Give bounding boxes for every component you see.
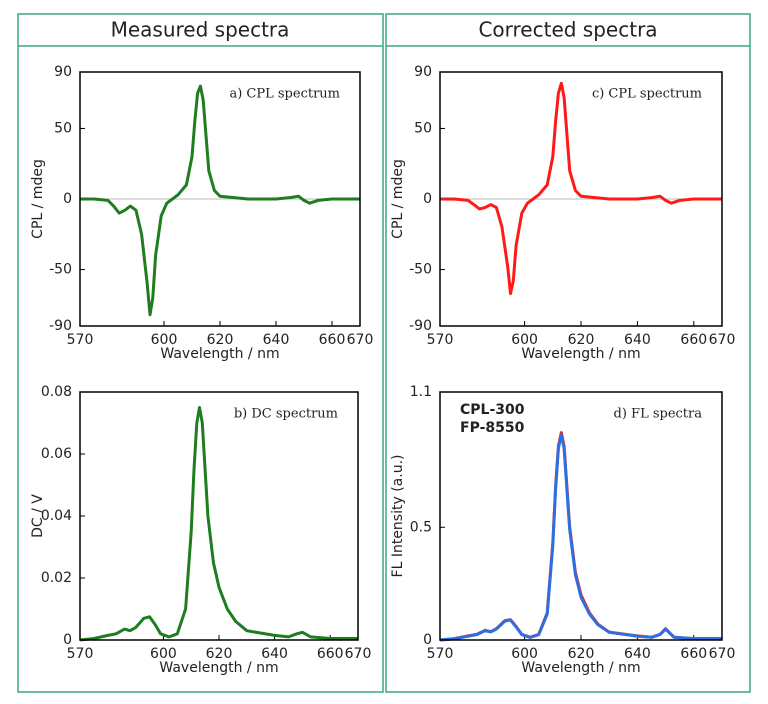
y-axis-label: CPL / mdeg — [30, 159, 46, 239]
annotation: c) CPL spectrum — [592, 87, 702, 102]
data-line — [440, 81, 722, 295]
x-tick-label: 640 — [263, 332, 290, 348]
x-tick-label: 640 — [624, 332, 651, 348]
annotation: b) DC spectrum — [234, 407, 338, 422]
x-tick-label: 660 — [680, 646, 707, 662]
y-tick-label: 0 — [63, 191, 72, 207]
x-tick-label: 570 — [427, 646, 454, 662]
y-tick-label: -90 — [409, 318, 432, 334]
y-tick-label: 0 — [423, 191, 432, 207]
y-axis-label: DC / V — [30, 494, 46, 538]
y-tick-label: 90 — [414, 64, 432, 80]
x-tick-label: 640 — [261, 646, 288, 662]
x-tick-label: 600 — [151, 332, 178, 348]
data-line — [80, 84, 360, 317]
y-tick-label: 1.1 — [410, 384, 432, 400]
x-tick-label: 600 — [511, 332, 538, 348]
plot-frame — [439, 391, 723, 641]
x-tick-label: 600 — [150, 646, 177, 662]
x-tick-label: 570 — [67, 646, 94, 662]
y-tick-label: 0.02 — [41, 570, 72, 586]
x-tick-label: 670 — [345, 646, 372, 662]
y-tick-label: 0.04 — [41, 508, 72, 524]
y-tick-label: -50 — [409, 262, 432, 278]
y-tick-label: -90 — [49, 318, 72, 334]
y-tick-label: 0 — [63, 632, 72, 648]
y-tick-label: -50 — [49, 262, 72, 278]
x-tick-label: 620 — [568, 332, 595, 348]
legend-entry: CPL-300 — [460, 402, 525, 418]
data-line — [439, 431, 722, 642]
x-tick-label: 670 — [347, 332, 374, 348]
y-tick-label: 0.5 — [410, 519, 432, 535]
x-tick-label: 640 — [624, 646, 651, 662]
plot-frame — [79, 391, 359, 641]
annotation: a) CPL spectrum — [229, 87, 340, 102]
x-tick-label: 660 — [680, 332, 707, 348]
plot-frame — [439, 71, 723, 327]
x-tick-label: 570 — [427, 332, 454, 348]
y-tick-label: 50 — [414, 120, 432, 136]
x-tick-label: 670 — [709, 646, 736, 662]
x-tick-label: 600 — [511, 646, 538, 662]
y-tick-label: 0.06 — [41, 446, 72, 462]
x-axis-label: Wavelength / nm — [159, 660, 278, 676]
legend-entry: FP-8550 — [460, 420, 525, 436]
x-tick-label: 620 — [206, 646, 233, 662]
x-tick-label: 620 — [568, 646, 595, 662]
x-axis-label: Wavelength / nm — [521, 346, 640, 362]
y-tick-label: 0.08 — [41, 384, 72, 400]
y-tick-label: 50 — [54, 120, 72, 136]
data-line — [439, 433, 722, 642]
y-axis-label: CPL / mdeg — [390, 159, 406, 239]
x-tick-label: 570 — [67, 332, 94, 348]
x-axis-label: Wavelength / nm — [160, 346, 279, 362]
plot-frame — [79, 71, 361, 327]
x-tick-label: 670 — [709, 332, 736, 348]
y-tick-label: 90 — [54, 64, 72, 80]
x-axis-label: Wavelength / nm — [521, 660, 640, 676]
x-tick-label: 620 — [207, 332, 234, 348]
x-tick-label: 660 — [317, 646, 344, 662]
x-tick-label: 660 — [319, 332, 346, 348]
panel-frame — [385, 13, 751, 693]
y-axis-label: FL Intensity (a.u.) — [390, 455, 406, 578]
panel-title: Measured spectra — [111, 18, 290, 42]
panel-title: Corrected spectra — [478, 18, 657, 42]
annotation: d) FL spectra — [614, 407, 703, 422]
y-tick-label: 0 — [423, 632, 432, 648]
panel-frame — [17, 13, 384, 693]
data-line — [79, 406, 358, 642]
